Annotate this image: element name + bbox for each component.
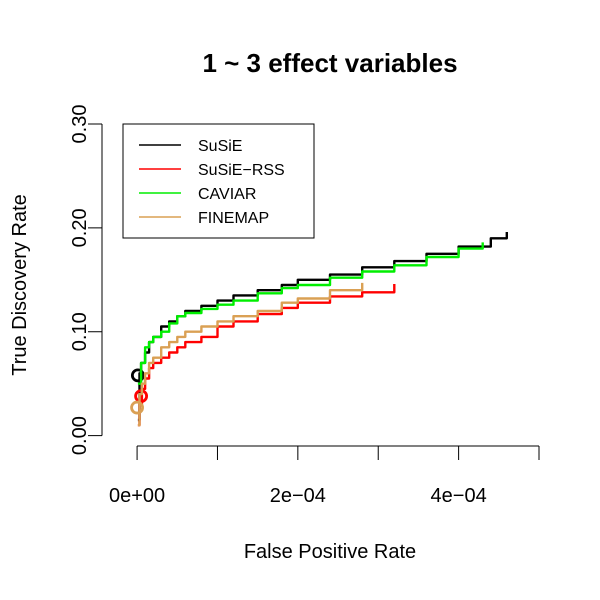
series-line (137, 282, 364, 427)
x-axis-label: False Positive Rate (244, 541, 416, 563)
x-tick-label: 0e+00 (109, 485, 165, 507)
axes: 0e+00 2e−04 4e−04 0.00 0.10 0.20 0.30 (69, 105, 540, 507)
legend-label: FINEMAP (198, 210, 269, 227)
x-tick-label: 2e−04 (270, 485, 326, 507)
y-tick-label: 0.30 (69, 105, 91, 144)
chart-title: 1 ~ 3 effect variables (202, 48, 457, 78)
series-1 (134, 284, 396, 427)
legend: SuSiE SuSiE−RSS CAVIAR FINEMAP (122, 123, 315, 239)
series-line (137, 232, 508, 422)
series-0 (130, 232, 508, 422)
y-tick-label: 0.10 (69, 312, 91, 351)
y-axis-label: True Discovery Rate (9, 194, 31, 376)
series-2 (137, 242, 484, 385)
series-marker (130, 400, 144, 415)
y-tick-label: 0.20 (69, 208, 91, 247)
legend-label: SuSiE (198, 138, 242, 155)
legend-label: CAVIAR (198, 186, 256, 203)
series-line (137, 284, 396, 427)
series-marker (130, 368, 145, 383)
x-tick-label: 4e−04 (431, 485, 487, 507)
y-tick-label: 0.00 (69, 416, 91, 455)
legend-box (122, 123, 315, 239)
legend-label: SuSiE−RSS (198, 162, 285, 179)
series-3 (130, 282, 364, 427)
series-line (137, 242, 484, 385)
series-layer (130, 232, 508, 427)
